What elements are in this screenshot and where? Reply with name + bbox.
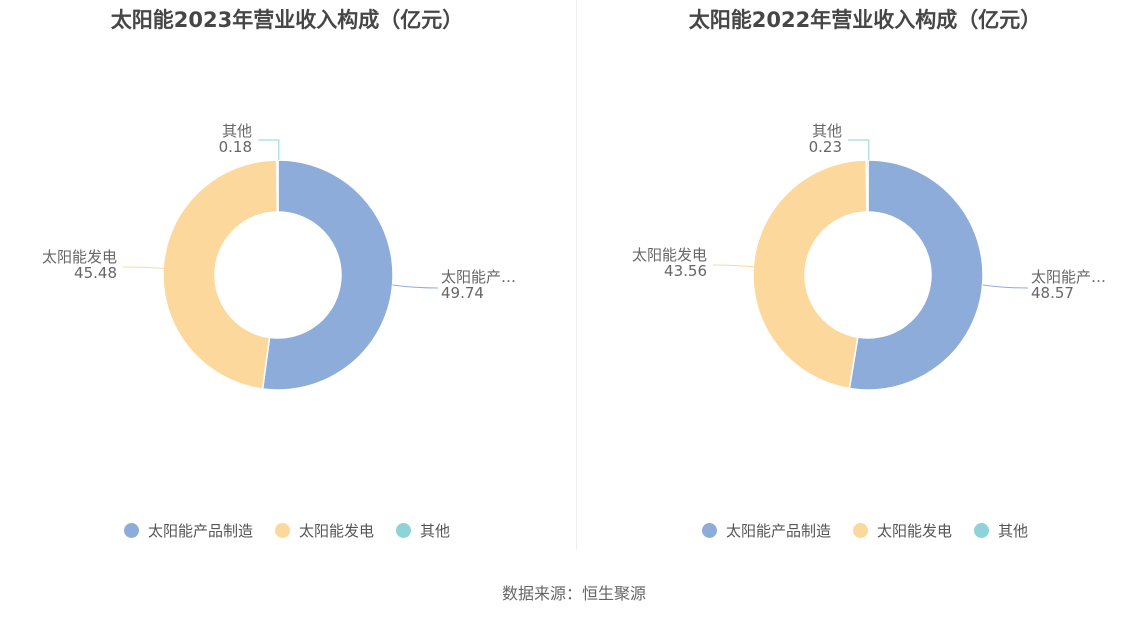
leader-line-other — [258, 139, 280, 160]
legend-marker-solar-products — [701, 523, 717, 538]
legend-marker-solar-power — [852, 523, 868, 538]
slice-value-solar-power: 43.56 — [664, 262, 707, 280]
slice-label-other: 其他 — [222, 122, 252, 140]
legend-label-solar-products: 太阳能产品制造 — [725, 522, 831, 540]
legend-label-solar-power: 太阳能发电 — [876, 522, 952, 540]
slice-value-other: 0.18 — [219, 138, 252, 156]
legend-2022: 太阳能产品制造 太阳能发电 其他 — [578, 520, 1148, 541]
slice-value-solar-products: 48.57 — [1031, 284, 1074, 302]
slice-other[interactable] — [275, 159, 279, 213]
legend-item-solar-products[interactable]: 太阳能产品制造 — [701, 520, 831, 541]
legend-marker-solar-power — [274, 523, 290, 538]
legend-label-other: 其他 — [998, 522, 1029, 540]
leader-line-other — [848, 139, 870, 160]
donut-slices-2022 — [752, 159, 984, 391]
slice-label-solar-power: 太阳能发电 — [42, 248, 117, 266]
leader-line-solar-power — [122, 266, 167, 269]
legend-label-other: 其他 — [420, 522, 451, 540]
legend-marker-other — [396, 523, 411, 538]
slice-value-other: 0.23 — [809, 138, 842, 156]
slice-label-solar-power: 太阳能发电 — [632, 246, 707, 264]
chart-title-2023: 太阳能2023年营业收入构成（亿元） — [110, 8, 464, 32]
leader-line-solar-power — [712, 264, 756, 268]
slice-solar-power[interactable] — [162, 159, 279, 390]
chart-panel-2023: 太阳能2023年营业收入构成（亿元） 太阳能产… 49.74 太阳能发电 45.… — [0, 0, 574, 550]
legend-label-solar-power: 太阳能发电 — [298, 522, 374, 540]
legend-item-solar-power[interactable]: 太阳能发电 — [274, 520, 374, 541]
legend-label-solar-products: 太阳能产品制造 — [147, 522, 253, 540]
chart-panel-2022: 太阳能2022年营业收入构成（亿元） 太阳能产… 48.57 太阳能发电 43.… — [578, 0, 1148, 550]
donut-chart-2022: 太阳能产… 48.57 太阳能发电 43.56 其他 0.23 — [632, 122, 1106, 391]
donut-chart-2023: 太阳能产… 49.74 太阳能发电 45.48 其他 0.18 — [42, 122, 516, 391]
slice-other[interactable] — [865, 159, 869, 213]
slice-label-other: 其他 — [812, 122, 842, 140]
leader-lines-2022 — [712, 139, 1029, 289]
slice-value-solar-power: 45.48 — [74, 264, 117, 282]
slice-solar-products[interactable] — [261, 159, 394, 391]
legend-2023: 太阳能产品制造 太阳能发电 其他 — [0, 520, 574, 541]
donut-slices-2023 — [162, 159, 394, 391]
slice-label-solar-products: 太阳能产… — [441, 268, 516, 286]
data-source-note: 数据来源：恒生聚源 — [501, 584, 646, 603]
leader-line-solar-products — [982, 284, 1029, 289]
legend-item-solar-power[interactable]: 太阳能发电 — [852, 520, 952, 541]
legend-marker-solar-products — [123, 523, 139, 538]
legend-item-other[interactable]: 其他 — [974, 520, 1028, 541]
legend-item-solar-products[interactable]: 太阳能产品制造 — [123, 520, 253, 541]
slice-label-solar-products: 太阳能产… — [1031, 268, 1106, 286]
slice-solar-power[interactable] — [752, 159, 868, 390]
panel-divider — [576, 0, 577, 550]
slice-solar-products[interactable] — [848, 159, 984, 391]
leader-lines-2023 — [122, 139, 439, 289]
legend-item-other[interactable]: 其他 — [396, 520, 450, 541]
slice-value-solar-products: 49.74 — [441, 284, 484, 302]
leader-line-solar-products — [392, 284, 439, 289]
chart-title-2022: 太阳能2022年营业收入构成（亿元） — [688, 8, 1042, 32]
legend-marker-other — [974, 523, 989, 538]
